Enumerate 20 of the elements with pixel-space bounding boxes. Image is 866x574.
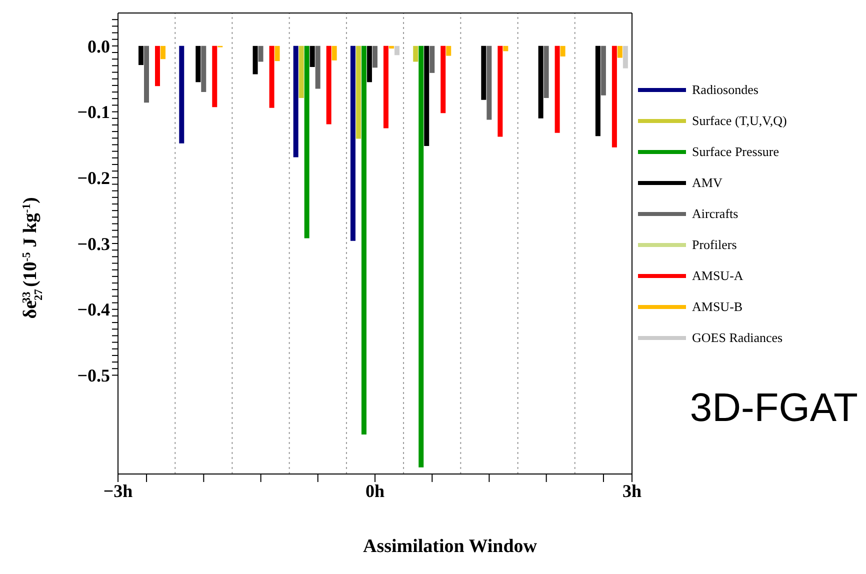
y-tick-label: −0.3	[77, 234, 110, 254]
legend-label: GOES Radiances	[692, 330, 783, 346]
legend-label: AMSU-B	[692, 298, 743, 314]
y-tick-label: 0.0	[88, 36, 110, 56]
x-tick-label: 0h	[365, 480, 385, 501]
legend-label: Radiosondes	[692, 82, 758, 98]
x-tick-label: −3h	[103, 480, 133, 501]
text: 3D-FGAT	[690, 386, 858, 431]
legend-label: Profilers	[692, 236, 737, 252]
legend-label: Surface (T,U,V,Q)	[692, 112, 787, 128]
legend-label: AMV	[692, 174, 722, 190]
y-tick-label: −0.1	[77, 102, 110, 122]
y-tick-label: −0.4	[77, 300, 110, 320]
y-tick-label: −0.5	[77, 366, 110, 386]
legend-label: Aircrafts	[692, 206, 738, 222]
legend-label: Surface Pressure	[692, 144, 779, 160]
legend-label: AMSU-A	[692, 268, 744, 284]
x-axis-title: Assimilation Window	[362, 536, 538, 557]
x-tick-label: 3h	[622, 480, 642, 501]
y-tick-label: −0.2	[77, 168, 110, 188]
